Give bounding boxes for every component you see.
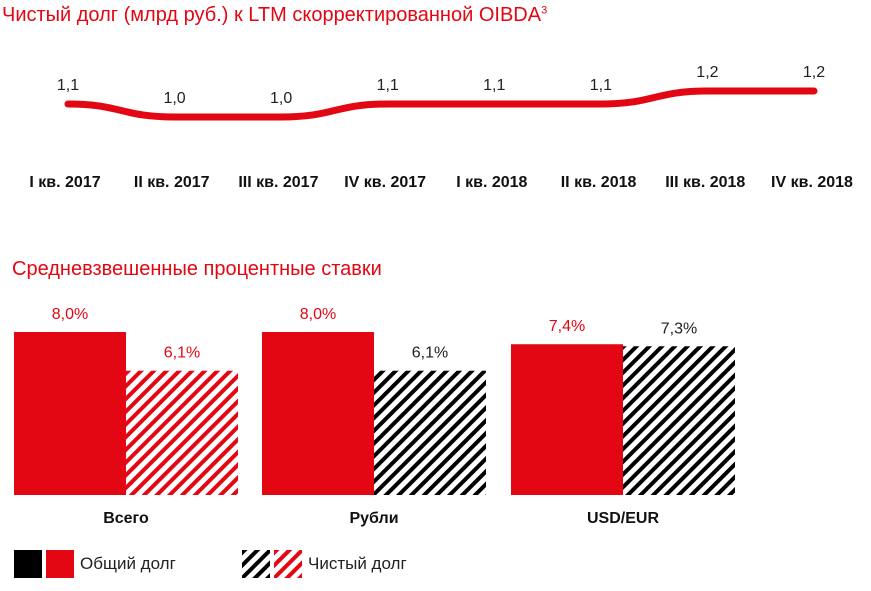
series-line [64, 87, 818, 121]
legend-swatch-total-red [46, 550, 74, 578]
bar-value-label: 8,0% [52, 306, 88, 323]
bar-net-debt [126, 370, 238, 495]
data-label: 1,2 [803, 64, 825, 81]
data-label: 1,1 [483, 77, 505, 94]
x-tick-label: II кв. 2018 [561, 174, 637, 191]
x-tick-label: I кв. 2018 [456, 174, 527, 191]
x-tick-label: II кв. 2017 [134, 174, 210, 191]
legend-swatch-total-black [14, 550, 42, 578]
category-label: USD/EUR [587, 510, 659, 527]
line-chart-title-text: Чистый долг (млрд руб.) к LTM скорректир… [2, 4, 542, 26]
bar-total-debt [14, 332, 126, 495]
x-tick-label: I кв. 2017 [29, 174, 100, 191]
bar-net-debt [374, 370, 486, 495]
category-label: Рубли [349, 510, 398, 527]
data-label: 1,1 [377, 77, 399, 94]
bar-value-label: 7,3% [661, 320, 697, 337]
bar-value-label: 8,0% [300, 306, 336, 323]
legend-swatch-net-black [242, 550, 270, 578]
bar-chart: 8,0% 6,1% Всего 8,0% 6,1% Рубли 7,4% 7,3% USD/EU… [14, 306, 735, 527]
footnote-marker: 3 [541, 4, 548, 17]
line-chart: 1,1 1,0 1,0 1,1 1,1 1,1 1,2 1,2 I кв. 2017 II кв.… [29, 64, 853, 191]
data-label: 1,0 [270, 90, 292, 107]
bar-total-debt [262, 332, 374, 495]
bar-chart-title: Средневзвешенные процентные ставки [12, 258, 382, 280]
data-label: 1,2 [696, 64, 718, 81]
bar-value-label: 7,4% [549, 318, 585, 335]
x-tick-label: IV кв. 2017 [344, 174, 426, 191]
bar-value-label: 6,1% [164, 345, 200, 362]
line-chart-title: Чистый долг (млрд руб.) к LTM скорректир… [2, 4, 547, 27]
bar-value-label: 6,1% [412, 345, 448, 362]
x-tick-label: IV кв. 2018 [771, 174, 853, 191]
data-label: 1,1 [590, 77, 612, 94]
x-tick-label: III кв. 2018 [665, 174, 745, 191]
legend: Общий долг Чистый долг [14, 548, 454, 582]
legend-label-total: Общий долг [80, 554, 176, 573]
category-label: Всего [103, 510, 149, 527]
legend-label-net: Чистый долг [308, 554, 407, 573]
x-tick-label: III кв. 2017 [238, 174, 318, 191]
bar-net-debt [623, 346, 735, 495]
data-label: 1,0 [163, 90, 185, 107]
data-label: 1,1 [57, 77, 79, 94]
legend-swatch-net-red [274, 550, 302, 578]
bar-total-debt [511, 344, 623, 495]
